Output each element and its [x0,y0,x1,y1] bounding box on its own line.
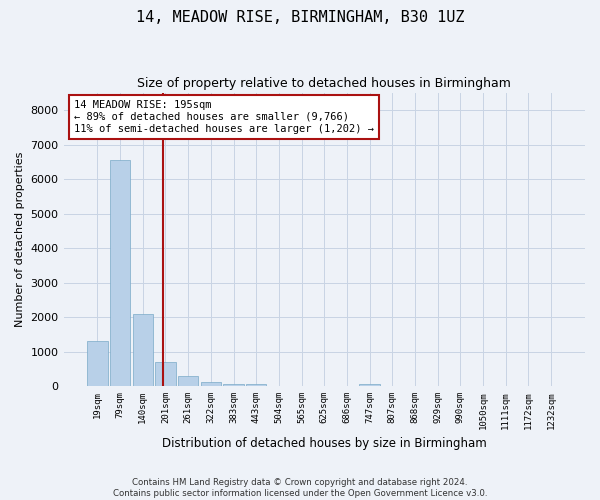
Bar [200,382,221,386]
Text: 14 MEADOW RISE: 195sqm
← 89% of detached houses are smaller (9,766)
11% of semi-: 14 MEADOW RISE: 195sqm ← 89% of detached… [74,100,374,134]
Bar [133,314,153,386]
Bar [246,384,266,386]
Text: Contains HM Land Registry data © Crown copyright and database right 2024.
Contai: Contains HM Land Registry data © Crown c… [113,478,487,498]
X-axis label: Distribution of detached houses by size in Birmingham: Distribution of detached houses by size … [162,437,487,450]
Title: Size of property relative to detached houses in Birmingham: Size of property relative to detached ho… [137,78,511,90]
Text: 14, MEADOW RISE, BIRMINGHAM, B30 1UZ: 14, MEADOW RISE, BIRMINGHAM, B30 1UZ [136,10,464,25]
Bar [359,384,380,386]
Y-axis label: Number of detached properties: Number of detached properties [15,152,25,328]
Bar [223,384,244,386]
Bar [155,362,176,386]
Bar [110,160,130,386]
Bar [87,342,107,386]
Bar [178,376,199,386]
